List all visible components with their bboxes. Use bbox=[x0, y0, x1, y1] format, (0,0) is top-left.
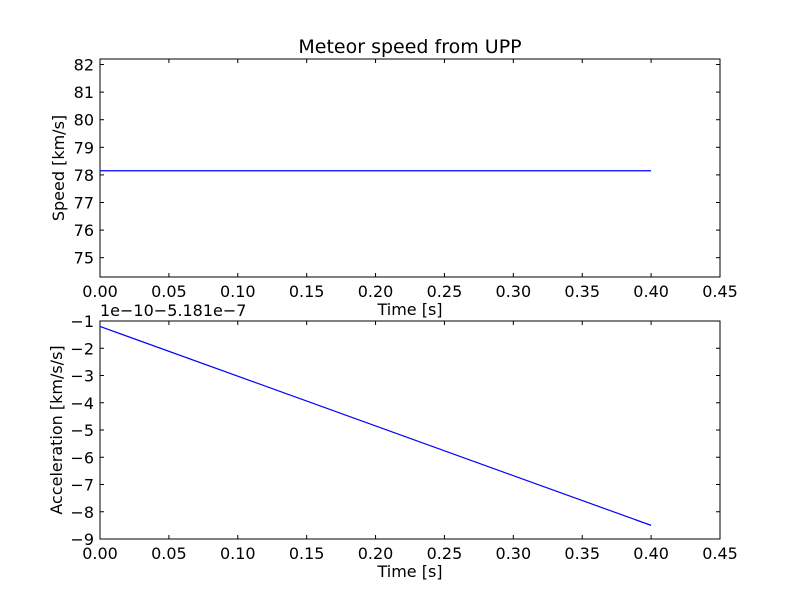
acceleration-y-axis-label: Acceleration [km/s/s] bbox=[47, 345, 66, 514]
acceleration-y-tick-label: −2 bbox=[70, 339, 94, 358]
speed-y-tick-label: 81 bbox=[74, 83, 94, 102]
speed-y-tick-label: 77 bbox=[74, 193, 94, 212]
acceleration-x-tick-label: 0.40 bbox=[633, 544, 669, 563]
speed-axes-frame bbox=[99, 58, 721, 278]
acceleration-x-tick-label: 0.00 bbox=[82, 544, 118, 563]
speed-x-tick-label: 0.00 bbox=[82, 282, 118, 301]
acceleration-y-tick-label: −9 bbox=[70, 530, 94, 549]
speed-y-tick-label: 80 bbox=[74, 111, 94, 130]
speed-y-tick-label: 79 bbox=[74, 138, 94, 157]
speed-x-tick-label: 0.45 bbox=[702, 282, 738, 301]
speed-y-tick-label: 76 bbox=[74, 221, 94, 240]
acceleration-x-tick-label: 0.35 bbox=[564, 544, 600, 563]
speed-x-tick-label: 0.25 bbox=[427, 282, 463, 301]
speed-x-tick-label: 0.35 bbox=[564, 282, 600, 301]
acceleration-x-tick-label: 0.20 bbox=[358, 544, 394, 563]
acceleration-series-line bbox=[99, 325, 652, 526]
acceleration-x-axis-label: Time [s] bbox=[376, 562, 442, 581]
acceleration-y-tick-label: −1 bbox=[70, 312, 94, 331]
speed-x-tick-label: 0.05 bbox=[151, 282, 187, 301]
speed-x-tick-label: 0.40 bbox=[633, 282, 669, 301]
acceleration-y-tick-label: −8 bbox=[70, 503, 94, 522]
speed-plot: Meteor speed from UPP Time [s] Speed [km… bbox=[49, 36, 738, 319]
acceleration-plot: 1e−10−5.181e−7 Time [s] Acceleration [km… bbox=[47, 301, 738, 581]
acceleration-offset-text: 1e−10−5.181e−7 bbox=[100, 301, 246, 320]
acceleration-x-tick-label: 0.45 bbox=[702, 544, 738, 563]
acceleration-x-tick-label: 0.30 bbox=[496, 544, 532, 563]
speed-x-tick-label: 0.10 bbox=[220, 282, 256, 301]
speed-x-axis-label: Time [s] bbox=[376, 300, 442, 319]
acceleration-axes-frame bbox=[99, 320, 721, 540]
chart-title: Meteor speed from UPP bbox=[298, 36, 521, 58]
acceleration-y-tick-label: −4 bbox=[70, 394, 94, 413]
acceleration-x-tick-label: 0.05 bbox=[151, 544, 187, 563]
speed-y-tick-label: 82 bbox=[74, 56, 94, 75]
acceleration-y-tick-label: −7 bbox=[70, 476, 94, 495]
speed-x-tick-label: 0.15 bbox=[289, 282, 325, 301]
speed-y-tick-label: 75 bbox=[74, 249, 94, 268]
acceleration-x-tick-label: 0.25 bbox=[427, 544, 463, 563]
speed-y-tick-label: 78 bbox=[74, 166, 94, 185]
acceleration-x-tick-label: 0.10 bbox=[220, 544, 256, 563]
acceleration-x-tick-label: 0.15 bbox=[289, 544, 325, 563]
acceleration-y-tick-label: −5 bbox=[70, 421, 94, 440]
speed-y-axis-label: Speed [km/s] bbox=[49, 115, 68, 221]
acceleration-y-tick-label: −3 bbox=[70, 367, 94, 386]
speed-x-tick-label: 0.30 bbox=[496, 282, 532, 301]
acceleration-y-tick-label: −6 bbox=[70, 448, 94, 467]
speed-x-tick-label: 0.20 bbox=[358, 282, 394, 301]
